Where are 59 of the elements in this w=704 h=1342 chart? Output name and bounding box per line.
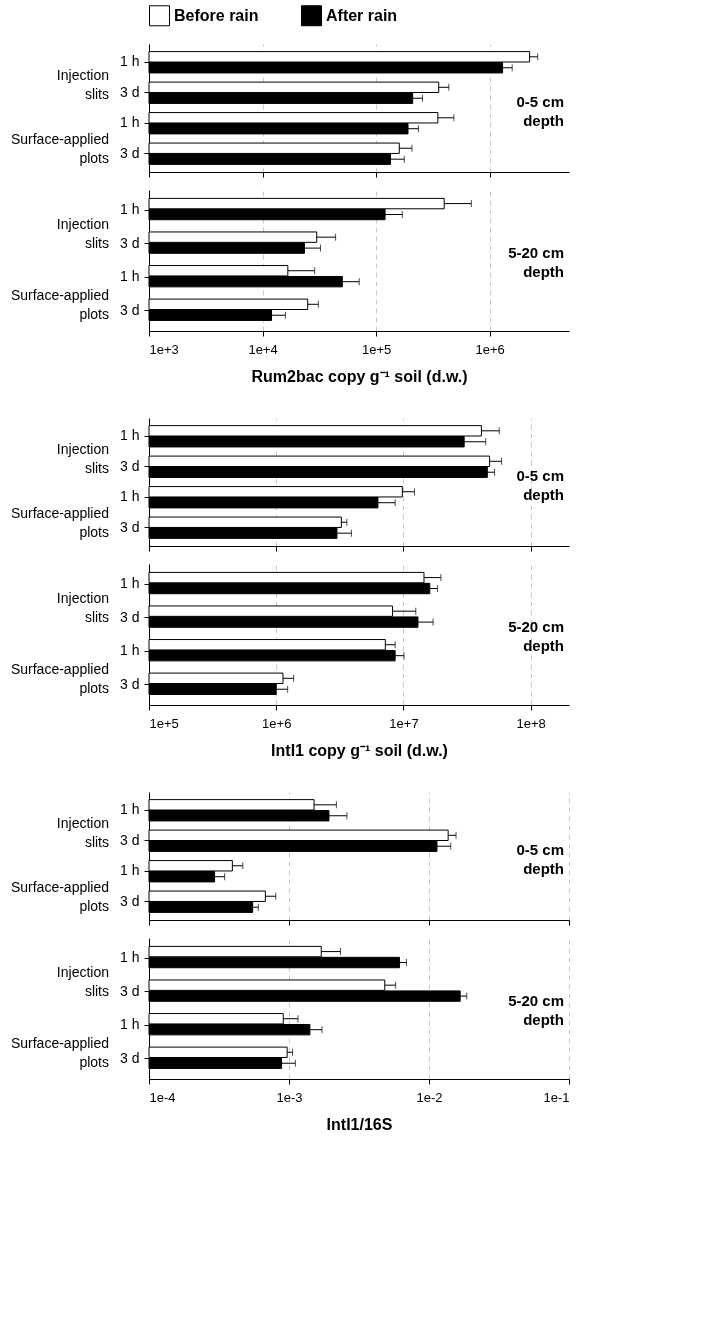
legend-label: Before rain bbox=[174, 6, 259, 24]
x-axis-title: Rum2bac copy g⁻¹ soil (d.w.) bbox=[251, 367, 468, 385]
annotation: 0-5 cm depth bbox=[516, 92, 564, 129]
text: Injection slits bbox=[56, 590, 109, 626]
text: Surface-applied plots bbox=[10, 879, 109, 914]
text: Injection slits bbox=[56, 216, 109, 252]
y-tick-label: 3 d bbox=[120, 675, 140, 692]
x-tick-label: 1e+7 bbox=[389, 715, 419, 731]
annotation: 5-20 cm depth bbox=[508, 992, 564, 1029]
y-tick-label: 3 d bbox=[120, 982, 140, 999]
y-tick-label: 1 h bbox=[120, 427, 140, 444]
y-tick-label: 3 d bbox=[120, 831, 140, 848]
y-tick-label: 3 d bbox=[120, 892, 140, 909]
x-tick-label: 1e+6 bbox=[475, 341, 505, 357]
y-tick-label: 3 d bbox=[120, 144, 140, 161]
y-tick-label: 1 h bbox=[120, 268, 140, 285]
y-tick-label: 1 h bbox=[120, 801, 140, 818]
annotation: 5-20 cm depth bbox=[508, 618, 564, 655]
y-tick-label: 1 h bbox=[120, 114, 140, 131]
text: Surface-applied plots bbox=[10, 1034, 109, 1070]
text: Injection slits bbox=[56, 67, 109, 102]
y-tick-label: 3 d bbox=[120, 301, 140, 318]
y-tick-label: 1 h bbox=[120, 642, 140, 659]
y-tick-label: 1 h bbox=[120, 862, 140, 879]
y-tick-label: 1 h bbox=[120, 1016, 140, 1033]
x-tick-label: 1e-3 bbox=[276, 1089, 303, 1105]
text: Injection slits bbox=[56, 441, 109, 476]
text: Surface-applied plots bbox=[10, 286, 109, 322]
text: Surface-applied plots bbox=[10, 131, 109, 166]
x-axis-title: IntI1/16S bbox=[326, 1115, 393, 1133]
x-tick-label: 1e-2 bbox=[416, 1089, 443, 1105]
text: Injection slits bbox=[56, 815, 109, 850]
y-tick-label: 1 h bbox=[120, 201, 140, 218]
y-tick-label: 1 h bbox=[120, 488, 140, 505]
text: Surface-applied plots bbox=[10, 505, 109, 540]
legend-label: After rain bbox=[326, 6, 398, 24]
y-tick-label: 1 h bbox=[120, 53, 140, 70]
y-tick-label: 3 d bbox=[120, 608, 140, 625]
y-tick-label: 3 d bbox=[120, 1049, 140, 1066]
x-tick-label: 1e+3 bbox=[149, 341, 179, 357]
x-tick-label: 1e-1 bbox=[543, 1089, 570, 1105]
x-tick-label: 1e+8 bbox=[516, 715, 546, 731]
annotation: 0-5 cm depth bbox=[516, 466, 564, 503]
annotation: 0-5 cm depth bbox=[516, 840, 564, 877]
x-tick-label: 1e+5 bbox=[361, 341, 392, 357]
text: Injection slits bbox=[56, 964, 109, 1000]
y-tick-label: 3 d bbox=[120, 518, 140, 535]
x-tick-label: 1e-4 bbox=[149, 1089, 176, 1105]
y-tick-label: 3 d bbox=[120, 234, 140, 251]
annotation: 5-20 cm depth bbox=[508, 244, 564, 281]
text: Surface-applied plots bbox=[10, 660, 109, 696]
x-tick-label: 1e+6 bbox=[262, 715, 292, 731]
x-tick-label: 1e+4 bbox=[248, 341, 278, 357]
x-tick-label: 1e+5 bbox=[149, 715, 179, 731]
y-tick-label: 3 d bbox=[120, 457, 140, 474]
x-axis-title: IntI1 copy g⁻¹ soil (d.w.) bbox=[271, 741, 448, 759]
y-tick-label: 1 h bbox=[120, 949, 140, 966]
y-tick-label: 1 h bbox=[120, 575, 140, 592]
y-tick-label: 3 d bbox=[120, 83, 140, 100]
